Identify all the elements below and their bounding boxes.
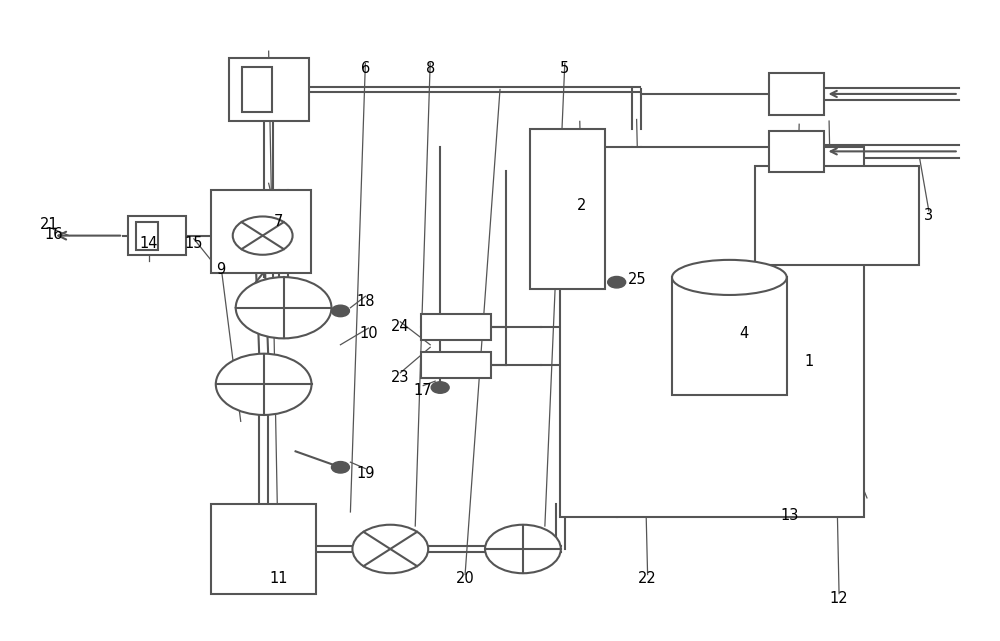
Text: 23: 23 bbox=[391, 370, 410, 385]
Text: 6: 6 bbox=[361, 61, 370, 76]
Text: 4: 4 bbox=[740, 326, 749, 341]
Circle shape bbox=[236, 277, 331, 338]
Text: 2: 2 bbox=[577, 198, 586, 213]
FancyBboxPatch shape bbox=[672, 278, 787, 395]
FancyBboxPatch shape bbox=[421, 314, 491, 340]
FancyBboxPatch shape bbox=[136, 222, 158, 249]
FancyBboxPatch shape bbox=[421, 353, 491, 378]
FancyBboxPatch shape bbox=[755, 166, 919, 265]
Text: 17: 17 bbox=[414, 383, 433, 398]
FancyBboxPatch shape bbox=[211, 190, 311, 272]
Text: 20: 20 bbox=[456, 572, 474, 587]
FancyBboxPatch shape bbox=[530, 129, 605, 288]
Text: 16: 16 bbox=[44, 227, 62, 242]
Text: 5: 5 bbox=[560, 61, 569, 76]
Text: 8: 8 bbox=[426, 61, 435, 76]
Circle shape bbox=[233, 217, 293, 254]
Text: 18: 18 bbox=[356, 294, 375, 309]
Circle shape bbox=[485, 525, 561, 573]
Text: 13: 13 bbox=[780, 508, 798, 522]
FancyBboxPatch shape bbox=[211, 504, 316, 594]
Text: 25: 25 bbox=[628, 272, 647, 287]
FancyBboxPatch shape bbox=[229, 58, 309, 121]
Text: 24: 24 bbox=[391, 319, 410, 335]
Text: 21: 21 bbox=[40, 217, 59, 232]
Circle shape bbox=[352, 525, 428, 573]
Text: 22: 22 bbox=[638, 572, 657, 587]
FancyBboxPatch shape bbox=[242, 67, 272, 112]
FancyBboxPatch shape bbox=[560, 147, 864, 517]
Text: 11: 11 bbox=[269, 572, 288, 587]
Circle shape bbox=[608, 276, 626, 288]
Text: 15: 15 bbox=[185, 237, 203, 251]
FancyBboxPatch shape bbox=[769, 131, 824, 172]
FancyBboxPatch shape bbox=[128, 217, 186, 254]
Circle shape bbox=[331, 462, 349, 473]
Circle shape bbox=[331, 305, 349, 317]
Text: 1: 1 bbox=[805, 354, 814, 369]
FancyBboxPatch shape bbox=[769, 73, 824, 115]
Text: 3: 3 bbox=[924, 208, 933, 222]
Text: 19: 19 bbox=[356, 466, 375, 481]
Text: 14: 14 bbox=[140, 237, 158, 251]
Text: 7: 7 bbox=[274, 214, 283, 229]
Circle shape bbox=[431, 382, 449, 394]
Ellipse shape bbox=[672, 260, 787, 295]
Circle shape bbox=[216, 354, 312, 415]
Text: 9: 9 bbox=[216, 262, 225, 277]
Text: 10: 10 bbox=[359, 326, 378, 341]
Text: 12: 12 bbox=[830, 590, 848, 606]
